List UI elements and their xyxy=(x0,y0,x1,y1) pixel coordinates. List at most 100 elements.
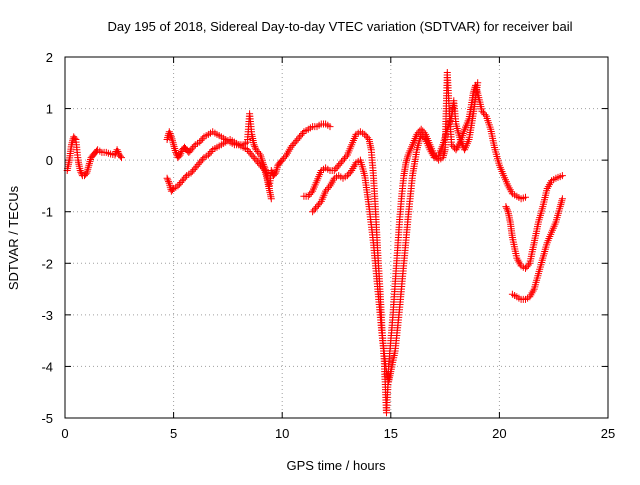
data-point xyxy=(339,156,347,164)
data-point xyxy=(199,155,207,163)
data-point xyxy=(314,201,322,209)
data-point xyxy=(77,168,85,176)
y-tick-label: -2 xyxy=(41,256,53,271)
data-point xyxy=(330,167,338,174)
data-point xyxy=(322,187,330,195)
data-point xyxy=(342,153,350,161)
data-point xyxy=(190,142,198,150)
data-point xyxy=(193,162,201,170)
data-point xyxy=(326,123,334,131)
data-point xyxy=(194,160,202,168)
data-point xyxy=(178,148,186,155)
data-point xyxy=(341,154,348,162)
data-point xyxy=(197,157,205,165)
data-point xyxy=(250,141,258,149)
data-point xyxy=(481,111,489,119)
y-axis-label: SDTVAR / TECUs xyxy=(6,185,21,290)
data-point xyxy=(76,167,84,174)
chart-title: Day 195 of 2018, Sidereal Day-to-day VTE… xyxy=(107,19,572,34)
plot-frame xyxy=(64,56,609,419)
x-tick-label: 5 xyxy=(170,426,177,441)
data-point xyxy=(278,156,286,164)
data-point xyxy=(325,184,332,192)
data-point xyxy=(163,174,171,182)
data-point xyxy=(255,149,263,157)
data-point xyxy=(118,154,125,162)
data-point xyxy=(294,135,302,143)
data-point xyxy=(336,160,344,168)
data-point xyxy=(71,134,79,142)
data-point xyxy=(558,195,566,203)
data-point xyxy=(255,160,263,168)
data-point xyxy=(364,134,372,142)
data-point xyxy=(251,142,259,150)
data-point xyxy=(251,154,259,162)
x-tick-label: 20 xyxy=(492,426,506,441)
data-point xyxy=(420,134,428,142)
data-point xyxy=(197,136,205,144)
data-point xyxy=(362,132,370,140)
x-axis-label: GPS time / hours xyxy=(287,458,386,473)
data-point xyxy=(267,167,275,174)
data-point xyxy=(196,159,204,167)
y-tick-label: -3 xyxy=(41,308,53,323)
data-point xyxy=(165,128,173,136)
data-point xyxy=(259,165,267,173)
data-point xyxy=(187,146,195,154)
data-point xyxy=(502,203,510,211)
data-point xyxy=(176,151,184,159)
data-point xyxy=(296,133,304,141)
data-point xyxy=(280,154,288,162)
data-point xyxy=(246,149,254,157)
data-point xyxy=(448,141,456,149)
y-tick-label: 1 xyxy=(46,102,53,117)
data-point xyxy=(254,148,262,155)
data-point xyxy=(177,179,185,186)
data-point xyxy=(287,143,295,151)
data-point xyxy=(206,149,214,157)
data-point xyxy=(178,177,186,185)
data-point xyxy=(207,148,215,155)
data-point xyxy=(165,178,172,186)
data-point xyxy=(306,191,314,198)
grid-layer xyxy=(65,57,608,418)
data-point xyxy=(167,131,175,139)
data-point xyxy=(403,157,410,165)
data-point xyxy=(290,140,298,148)
data-point xyxy=(309,208,317,216)
data-point xyxy=(175,152,183,160)
data-point xyxy=(249,153,257,161)
data-point xyxy=(188,167,196,175)
data-point xyxy=(323,185,331,193)
data-point xyxy=(345,170,353,178)
data-point xyxy=(558,172,566,180)
data-point xyxy=(191,164,199,172)
y-tick-label: -5 xyxy=(41,411,53,426)
data-point xyxy=(332,165,340,173)
data-point xyxy=(291,138,299,146)
data-point xyxy=(174,182,182,190)
data-point xyxy=(503,206,511,214)
data-point xyxy=(503,204,511,212)
data-point xyxy=(113,146,121,154)
data-point xyxy=(114,148,122,155)
data-point xyxy=(304,192,312,200)
data-point xyxy=(297,131,305,139)
data-point xyxy=(478,107,486,115)
data-point xyxy=(338,158,346,166)
data-point xyxy=(346,168,354,176)
data-point xyxy=(522,264,529,272)
data-point xyxy=(196,138,204,146)
data-point xyxy=(254,158,262,166)
data-point xyxy=(243,146,251,154)
data-point xyxy=(335,161,343,169)
data-point xyxy=(258,163,266,171)
y-tick-label: -4 xyxy=(41,359,53,374)
data-point xyxy=(271,170,279,178)
data-point xyxy=(169,137,176,145)
data-point xyxy=(281,153,289,161)
data-point xyxy=(199,135,207,143)
data-point xyxy=(177,149,185,157)
data-point xyxy=(343,172,351,180)
